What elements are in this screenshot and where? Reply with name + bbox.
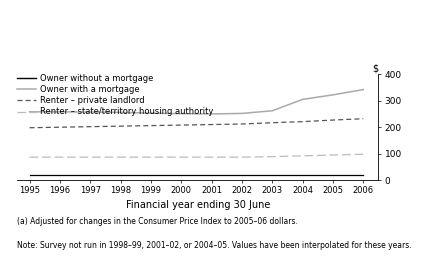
Legend: Owner without a mortgage, Owner with a mortgage, Renter – private landlord, Rent: Owner without a mortgage, Owner with a m…: [17, 74, 213, 116]
Text: $: $: [372, 63, 378, 73]
Text: Note: Survey not run in 1998–99, 2001–02, or 2004–05. Values have been interpola: Note: Survey not run in 1998–99, 2001–02…: [17, 241, 411, 250]
Text: (a) Adjusted for changes in the Consumer Price Index to 2005–06 dollars.: (a) Adjusted for changes in the Consumer…: [17, 217, 298, 226]
X-axis label: Financial year ending 30 June: Financial year ending 30 June: [125, 200, 270, 210]
